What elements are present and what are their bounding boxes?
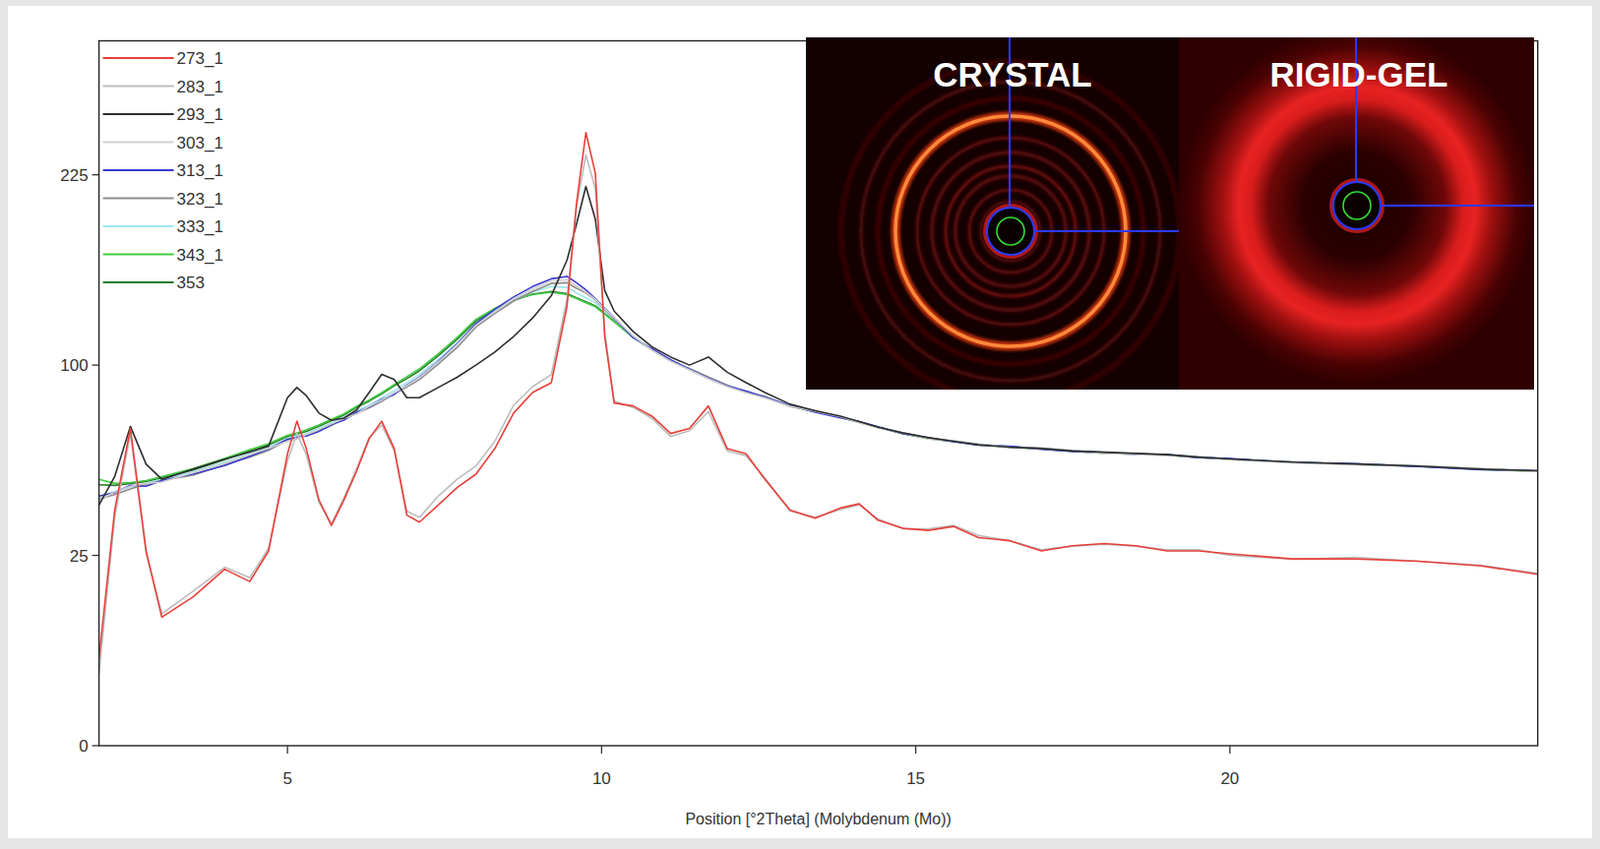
- legend-label: 303_1: [177, 133, 224, 153]
- diffraction-ring: [981, 201, 1041, 261]
- beam-stop: [1333, 182, 1381, 230]
- legend-label: 333_1: [177, 217, 224, 237]
- beam-center: [996, 217, 1025, 246]
- panel-background: [7, 5, 1593, 839]
- beam-halo: [984, 205, 1037, 257]
- inset-image: [1178, 37, 1535, 390]
- legend-swatch: [103, 253, 175, 256]
- x-tick-label: 15: [906, 769, 925, 789]
- x-axis-title: Position [°2Theta] (Molybdenum (Mo)): [684, 810, 952, 828]
- y-tick-label: 25: [69, 547, 89, 566]
- legend-swatch: [103, 85, 175, 88]
- y-tick-label: 100: [60, 356, 88, 375]
- beam-halo: [1331, 180, 1383, 232]
- x-tick: [601, 745, 603, 754]
- inset-image: [805, 37, 1179, 390]
- y-tick: [92, 364, 100, 366]
- page-background: [0, 0, 1600, 849]
- y-tick: [92, 174, 100, 176]
- legend-label: 323_1: [177, 189, 224, 209]
- x-tick: [915, 745, 917, 754]
- legend-swatch: [103, 225, 175, 228]
- legend-swatch: [103, 57, 175, 60]
- x-tick: [1229, 745, 1231, 754]
- legend-swatch: [103, 141, 175, 144]
- y-tick: [92, 554, 100, 556]
- inset-background: [805, 37, 1179, 390]
- x-tick-label: 20: [1220, 769, 1239, 789]
- inset-label: RIGID-GEL: [1270, 55, 1449, 94]
- legend-swatch: [103, 197, 175, 200]
- legend-swatch: [103, 169, 175, 172]
- legend-label: 313_1: [177, 161, 224, 181]
- legend-swatch: [103, 281, 175, 284]
- diffuse-ring: [1179, 37, 1535, 383]
- legend-label: 343_1: [177, 246, 224, 265]
- beam-stop: [1034, 230, 1179, 233]
- y-tick: [92, 744, 100, 746]
- legend-label: 353: [177, 273, 205, 293]
- y-tick-label: 0: [78, 737, 88, 756]
- x-tick-label: 10: [592, 769, 612, 789]
- x-tick-label: 5: [282, 769, 292, 789]
- beam-stop: [986, 207, 1035, 255]
- beam-stop: [1380, 204, 1535, 207]
- legend-label: 283_1: [177, 77, 224, 97]
- legend-swatch: [103, 113, 175, 116]
- x-tick: [286, 745, 288, 754]
- legend-label: 273_1: [177, 49, 224, 68]
- beam-center: [1343, 191, 1371, 220]
- y-tick-label: 225: [60, 166, 88, 185]
- inset-label: CRYSTAL: [932, 55, 1092, 94]
- legend-label: 293_1: [177, 105, 224, 124]
- chart: 0 25 100 225 5 10 15 20 Position [°2Theta] (Moly…: [0, 0, 1600, 849]
